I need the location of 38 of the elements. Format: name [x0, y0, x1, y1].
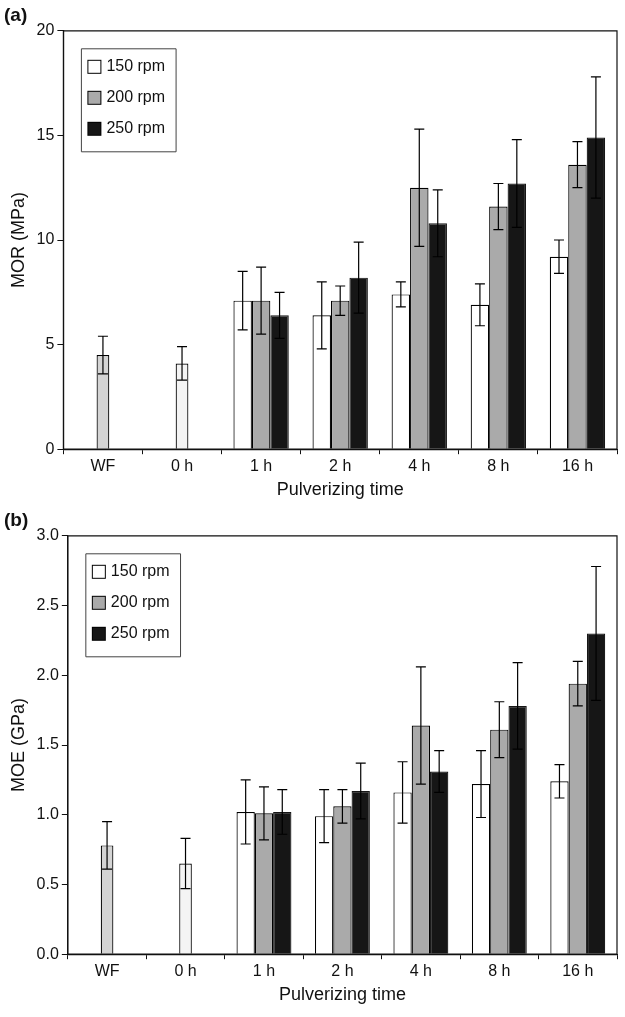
- x-tick-label: WF: [90, 457, 116, 475]
- x-tick-label: 8 h: [488, 962, 511, 980]
- x-tick-label: 0 h: [170, 457, 194, 475]
- x-axis-title: Pulverizing time: [276, 479, 404, 500]
- legend-label: 150 rpm: [110, 562, 170, 580]
- y-tick-label: 15: [36, 125, 55, 143]
- y-axis-title: MOR (MPa): [7, 192, 28, 288]
- y-tick-label: 3.0: [36, 526, 59, 544]
- x-tick-label: 1 h: [252, 962, 276, 980]
- x-tick-label: 8 h: [487, 457, 510, 475]
- chart-title: (a): [4, 3, 28, 25]
- x-tick-label: 16 h: [561, 457, 594, 475]
- y-tick-label: 5: [45, 335, 55, 353]
- x-tick-label: 1 h: [249, 457, 273, 475]
- x-tick-label: 0 h: [174, 962, 197, 980]
- x-tick-label: 2 h: [331, 962, 354, 980]
- legend-label: 200 rpm: [106, 88, 166, 106]
- y-tick-label: 0: [45, 439, 55, 457]
- y-axis-title: MOE (GPa): [7, 697, 28, 793]
- y-tick-label: 1.0: [36, 805, 59, 823]
- legend-label: 250 rpm: [110, 624, 170, 642]
- y-tick-label: 2.0: [36, 665, 59, 683]
- x-tick-label: WF: [94, 962, 120, 980]
- x-tick-label: 2 h: [329, 457, 352, 475]
- y-tick-label: 0.5: [36, 874, 59, 892]
- legend-label: 150 rpm: [106, 57, 166, 75]
- y-tick-label: 1.5: [36, 735, 59, 753]
- y-tick-label: 10: [36, 230, 55, 248]
- x-tick-label: 4 h: [408, 457, 431, 475]
- legend-label: 200 rpm: [110, 593, 170, 611]
- x-tick-label: 4 h: [409, 962, 432, 980]
- x-tick-label: 16 h: [562, 962, 594, 980]
- y-tick-label: 0.0: [36, 944, 59, 962]
- chart-title: (b): [4, 508, 29, 530]
- legend-label: 250 rpm: [106, 119, 166, 137]
- x-axis-title: Pulverizing time: [278, 984, 406, 1005]
- y-tick-label: 20: [36, 21, 55, 39]
- y-tick-label: 2.5: [36, 595, 59, 613]
